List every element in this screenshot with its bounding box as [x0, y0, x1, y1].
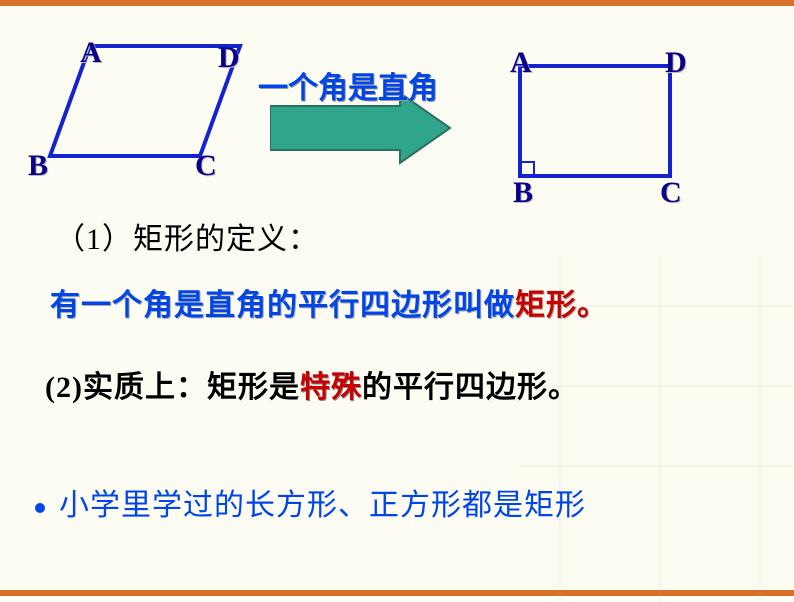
paren2-close: ): [72, 371, 83, 404]
essence-a: 实质上：矩形是: [83, 371, 300, 404]
num-2: 2: [56, 371, 72, 404]
rectangle-label-b: B: [513, 176, 533, 210]
definition-line-1: （1）矩形的定义：: [0, 216, 794, 264]
definition-keyword: 矩形。: [515, 289, 608, 322]
rectangle-label-c: C: [660, 176, 682, 210]
essence-line: (2)实质上：矩形是特殊的平行四边形。: [0, 364, 794, 412]
essence-b: 的平行四边形。: [362, 371, 579, 404]
definition-body: 有一个角是直角的平行四边形叫做: [50, 289, 515, 322]
definition-line-2: 有一个角是直角的平行四边形叫做矩形。: [0, 282, 794, 330]
essence-keyword: 特殊: [300, 371, 362, 404]
paren2-open: (: [45, 371, 56, 404]
paren-close-text: ）矩形: [102, 223, 195, 256]
rectangle-label-a: A: [510, 46, 532, 80]
num-1: 1: [86, 223, 102, 256]
note-text: 小学里学过的长方形、正方形都是矩形: [59, 489, 586, 522]
note-line: 小学里学过的长方形、正方形都是矩形: [0, 482, 794, 530]
bullet-icon: [35, 503, 45, 513]
diagram-area: A D B C 一个角是直角 A D B C: [0, 6, 794, 206]
paren-open: （: [55, 223, 86, 256]
definition-tail: 的定义：: [195, 223, 319, 256]
rectangle-label-d: D: [665, 46, 687, 80]
